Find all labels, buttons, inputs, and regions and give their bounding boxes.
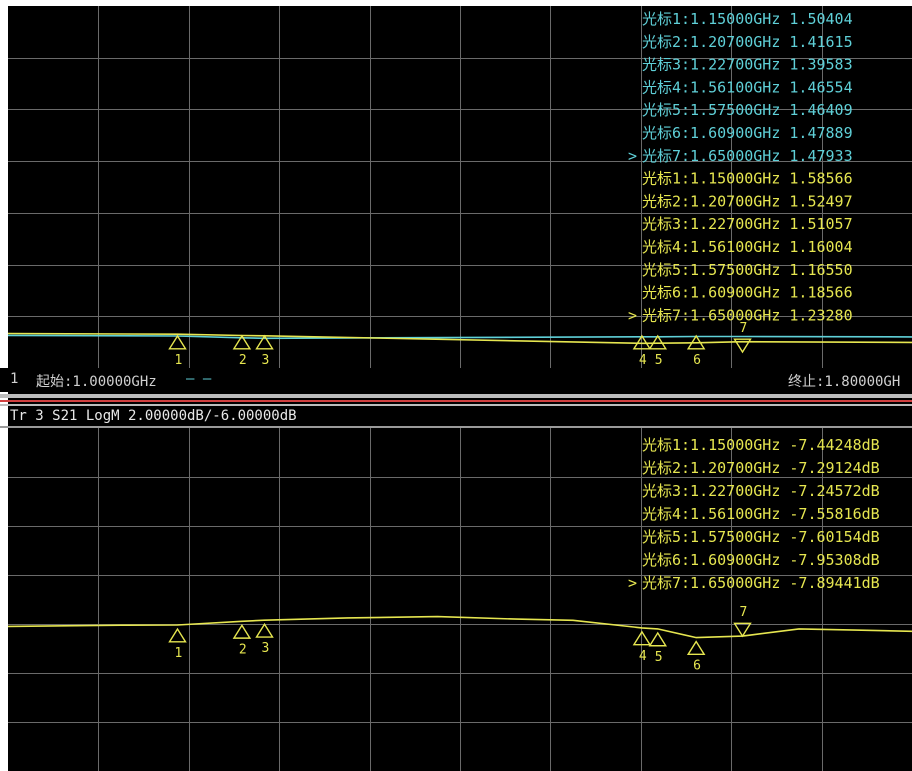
marker-readout-16: 光标2:1.20700GHz -7.29124dB (642, 459, 880, 477)
trace-line-2 (8, 332, 912, 345)
marker-readout-14: 光标7:1.65000GHz 1.23280 (642, 306, 853, 324)
marker-readout-19: 光标5:1.57500GHz -7.60154dB (642, 528, 880, 546)
marker-number-pane1-1: 1 (175, 353, 183, 368)
marker-number-pane1-2: 2 (239, 353, 247, 368)
marker-triangle-pane2-6[interactable] (686, 640, 706, 656)
trace-pane-2[interactable]: 光标1:1.15000GHz -7.44248dB 光标2:1.20700GHz … (8, 428, 912, 771)
marker-number-pane1-4: 4 (639, 353, 647, 368)
marker-number-pane2-7: 7 (740, 605, 748, 620)
top-border (0, 0, 912, 6)
marker-triangle-pane2-2[interactable] (232, 624, 252, 639)
marker-triangle-pane1-4[interactable] (632, 334, 652, 350)
active-marker-arrow: > (628, 574, 637, 592)
marker-triangle-pane1-5[interactable] (648, 334, 668, 350)
marker-number-pane1-7: 7 (740, 321, 748, 336)
marker-number-pane2-3: 3 (262, 641, 270, 656)
marker-readout-1: 光标1:1.15000GHz 1.50404 (642, 10, 853, 28)
stop-frequency-label: 终止:1.80000GH (788, 374, 901, 390)
trace-line-s21 (8, 615, 912, 639)
active-marker-arrow: > (628, 147, 637, 165)
status-row: 1 起始:1.00000GHz — — 终止:1.80000GH (0, 368, 912, 392)
marker-number-pane2-5: 5 (655, 650, 663, 665)
marker-readout-8: 光标1:1.15000GHz 1.58566 (642, 170, 853, 188)
trace-plot-2[interactable]: 光标1:1.15000GHz -7.44248dB 光标2:1.20700GHz … (8, 428, 912, 771)
marker-number-pane2-1: 1 (175, 646, 183, 661)
channel-label: 1 (10, 371, 19, 387)
marker-readout-11: 光标4:1.56100GHz 1.16004 (642, 238, 853, 256)
marker-readout-9: 光标2:1.20700GHz 1.52497 (642, 192, 853, 210)
marker-readout-3: 光标3:1.22700GHz 1.39583 (642, 56, 853, 74)
marker-triangle-pane1-3[interactable] (255, 334, 274, 350)
marker-readout-10: 光标3:1.22700GHz 1.51057 (642, 215, 853, 233)
marker-readout-13: 光标6:1.60900GHz 1.18566 (642, 284, 853, 302)
separator-gray-3 (0, 426, 912, 428)
marker-readout-18: 光标4:1.56100GHz -7.55816dB (642, 505, 880, 523)
trace-title: Tr 3 S21 LogM 2.00000dB/-6.00000dB (10, 408, 297, 424)
marker-number-pane1-5: 5 (655, 353, 663, 368)
marker-triangle-pane2-4[interactable] (632, 630, 652, 646)
trace-plot-1[interactable]: 光标1:1.15000GHz 1.50404 光标2:1.20700GHz 1.4… (8, 6, 912, 368)
marker-readout-20: 光标6:1.60900GHz -7.95308dB (642, 551, 880, 569)
marker-readout-6: 光标6:1.60900GHz 1.47889 (642, 124, 853, 142)
marker-number-pane2-4: 4 (639, 649, 647, 664)
start-frequency-label: 起始:1.00000GHz (36, 374, 157, 390)
marker-number-pane1-6: 6 (693, 353, 701, 368)
marker-number-pane1-3: 3 (262, 353, 270, 368)
marker-readout-5: 光标5:1.57500GHz 1.46409 (642, 101, 853, 119)
marker-triangle-pane1-6[interactable] (686, 334, 706, 350)
trace-pane-1[interactable]: 光标1:1.15000GHz 1.50404 光标2:1.20700GHz 1.4… (8, 6, 912, 368)
marker-readout-4: 光标4:1.56100GHz 1.46554 (642, 78, 853, 96)
marker-readout-2: 光标2:1.20700GHz 1.41615 (642, 33, 853, 51)
separator-gray-2 (0, 404, 912, 406)
marker-triangle-pane1-2[interactable] (232, 334, 252, 350)
separator-gray-1 (0, 394, 912, 398)
marker-number-pane2-6: 6 (693, 659, 701, 674)
marker-readout-7: 光标7:1.65000GHz 1.47933 (642, 147, 853, 165)
active-marker-arrow: > (628, 306, 637, 324)
marker-readout-12: 光标5:1.57500GHz 1.16550 (642, 261, 853, 279)
marker-readout-17: 光标3:1.22700GHz -7.24572dB (642, 482, 880, 500)
marker-triangle-pane2-7[interactable] (733, 622, 752, 638)
start-marker-glyph: — — (186, 371, 212, 387)
marker-readout-21: 光标7:1.65000GHz -7.89441dB (642, 574, 880, 592)
marker-number-pane2-2: 2 (239, 642, 247, 657)
marker-triangle-pane2-5[interactable] (648, 631, 668, 647)
marker-readout-15: 光标1:1.15000GHz -7.44248dB (642, 436, 880, 454)
marker-triangle-pane2-3[interactable] (255, 622, 274, 638)
marker-triangle-pane2-1[interactable] (168, 627, 187, 643)
marker-triangle-pane1-7[interactable] (733, 338, 752, 354)
separator-red (0, 400, 912, 402)
marker-triangle-pane1-1[interactable] (168, 334, 187, 350)
